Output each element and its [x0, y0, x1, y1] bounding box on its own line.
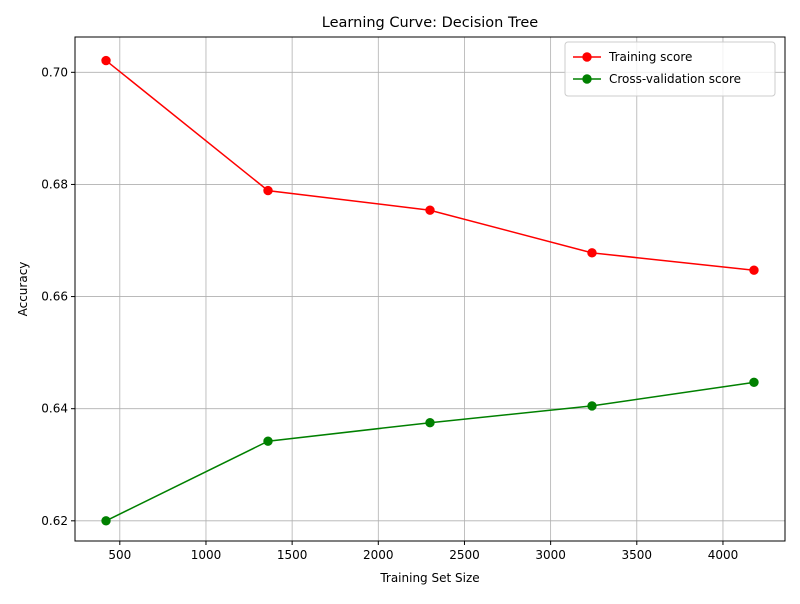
y-tick-label: 0.68: [41, 177, 68, 191]
x-tick-label: 3500: [622, 548, 653, 562]
cross-validation-score-point: [587, 401, 597, 411]
y-tick-label: 0.62: [41, 514, 68, 528]
cross-validation-score-point: [101, 516, 111, 526]
legend-box: [564, 41, 776, 97]
x-axis-label: Training Set Size: [379, 571, 479, 585]
legend-training-score-label: Training score: [608, 50, 692, 64]
cross-validation-score-point: [263, 436, 273, 446]
x-tick-label: 3000: [535, 548, 566, 562]
cross-validation-score-point: [425, 418, 435, 428]
x-tick-label: 1000: [191, 548, 222, 562]
cross-validation-score-point: [749, 377, 759, 388]
training-score-point: [263, 185, 273, 196]
legend-cross-validation-score-label: Cross-validation score: [609, 72, 741, 86]
x-tick-label: 2000: [363, 548, 394, 562]
training-score-point: [425, 205, 435, 215]
y-axis-label: Accuracy: [16, 262, 30, 317]
x-tick-label: 1500: [277, 548, 308, 562]
x-axis-ticks: 500 1000 1500 2000 2500 3000 3500 4000: [108, 541, 738, 562]
x-tick-label: 4000: [708, 548, 739, 562]
plot-frame: [74, 36, 786, 542]
y-axis-ticks: 0.62 0.64 0.66 0.68 0.70: [41, 65, 75, 528]
legend-training-score-marker: [582, 52, 592, 62]
y-tick-label: 0.64: [41, 402, 68, 416]
y-tick-label: 0.70: [41, 65, 68, 79]
training-score-point: [749, 265, 759, 275]
legend: Training score Cross-validation score: [564, 41, 776, 97]
x-tick-label: 2500: [449, 548, 480, 562]
legend-cross-validation-score-marker: [582, 74, 592, 84]
training-score-point: [587, 248, 597, 258]
grid: [75, 37, 785, 541]
x-tick-label: 500: [108, 548, 131, 562]
y-tick-label: 0.66: [41, 290, 68, 304]
training-score-point: [101, 55, 111, 66]
chart-title: Learning Curve: Decision Tree: [322, 15, 538, 31]
series-layer: [101, 55, 759, 526]
